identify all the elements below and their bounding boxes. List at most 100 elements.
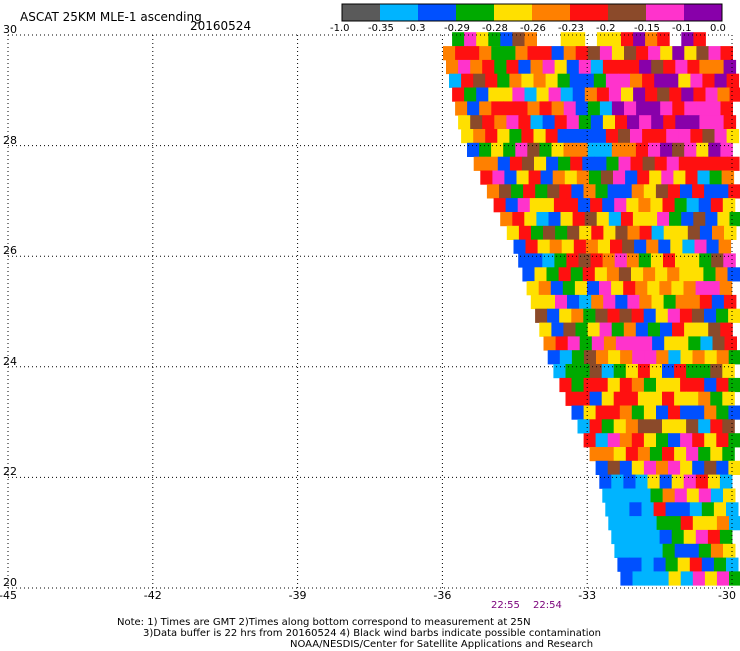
swath-cell [685,171,698,185]
swath-cell [680,406,693,420]
swath-cell [708,475,721,489]
swath-cell [596,184,609,198]
swath-cell [720,475,733,489]
swath-cell [521,129,534,143]
swath-cell [657,571,670,585]
swath-cell [583,267,596,281]
swath-cell [674,419,687,433]
swath-cell [563,323,576,337]
swath-cell [584,350,597,364]
swath-cell [680,433,693,447]
swath-cell [543,226,556,240]
swath-cell [594,74,607,88]
swath-cell [666,74,679,88]
swath-cell [684,323,697,337]
swath-cell [527,143,540,157]
swath-cell [696,323,709,337]
swath-cell [674,447,687,461]
colorbar-tick-label: -0.28 [482,23,508,35]
swath-cell [552,46,565,60]
swath-cell [512,88,525,102]
swath-cell [664,336,677,350]
swath-cell [710,392,723,406]
swath-cell [473,129,486,143]
swath-cell [656,433,669,447]
swath-cell [699,115,712,129]
swath-cell [675,60,688,74]
swath-cell [600,143,613,157]
swath-cell [623,475,636,489]
swath-cell [563,281,576,295]
swath-cell [546,129,559,143]
swath-cell [629,558,642,572]
swath-cell [692,406,705,420]
swath-cell [614,447,627,461]
swath-cell [498,157,511,171]
swath-cell [686,364,699,378]
swath-cell [499,184,512,198]
swath-cell [470,60,483,74]
swath-cell [672,323,685,337]
swath-cell [528,46,541,60]
swath-cell [687,60,700,74]
swath-cell [662,419,675,433]
swath-cell [684,530,697,544]
swath-cell [704,378,717,392]
colorbar-tick-label: -0.2 [596,23,616,35]
swath-cell [716,433,729,447]
swath-cell [669,571,682,585]
swath-cell [601,171,614,185]
swath-cell [531,295,544,309]
swath-cell [718,88,731,102]
swath-cell [675,544,688,558]
swath-cell [650,198,663,212]
swath-cell [684,475,697,489]
swath-cell [668,350,681,364]
swath-cell [632,461,645,475]
colorbar-tick-label: -0.23 [558,23,584,35]
swath-cell [522,267,535,281]
swath-cell [631,157,644,171]
swath-cell [702,129,715,143]
swath-cell [497,129,510,143]
swath-cell [544,336,557,350]
swath-cell [617,502,630,516]
swath-cell [503,101,516,115]
swath-cell [558,157,571,171]
swath-cell [660,101,673,115]
swath-cell [553,364,566,378]
swath-cell [662,364,675,378]
swath-cell [621,32,634,46]
swath-cell [698,447,711,461]
swath-cell [590,364,603,378]
swath-cell [602,198,615,212]
swath-cell [506,60,519,74]
swath-cell [656,406,669,420]
swath-cell [626,544,639,558]
swath-cell [564,143,577,157]
swath-cell [589,171,602,185]
swath-cell [656,350,669,364]
swath-cell [647,281,660,295]
swath-cell [572,378,585,392]
swath-cell [723,489,736,503]
swath-cell [585,212,598,226]
swath-cell [633,212,646,226]
swath-cell [596,378,609,392]
swath-cell [722,447,735,461]
swath-cell [603,115,616,129]
swath-cell [729,571,740,585]
swath-cell [661,171,674,185]
swath-cell [709,46,722,60]
swath-cell [633,88,646,102]
swath-cell [648,143,661,157]
swath-cell [719,240,732,254]
swath-cell [687,544,700,558]
swath-cell [664,226,677,240]
swath-cell [534,129,547,143]
swath-cell [455,46,468,60]
swath-cell [480,171,493,185]
swath-cell [578,364,591,378]
swath-cell [638,198,651,212]
